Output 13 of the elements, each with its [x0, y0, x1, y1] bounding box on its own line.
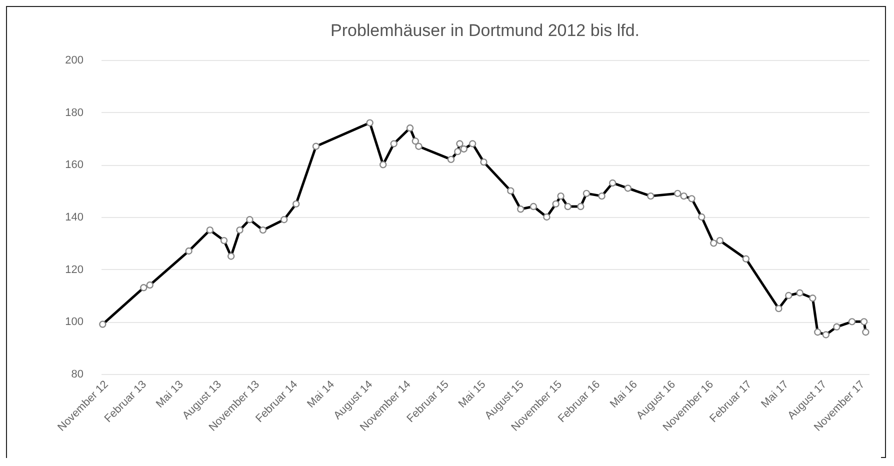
y-tick-label: 140: [65, 212, 84, 224]
y-tick-label: 180: [65, 106, 84, 119]
y-tick-label: 200: [65, 54, 84, 66]
y-tick-label: 120: [65, 264, 84, 276]
y-tick-label: 160: [65, 159, 84, 172]
x-tick-label: Mai 13: [154, 378, 186, 410]
x-tick-label: Mai 14: [305, 378, 337, 410]
y-tick-label: 100: [65, 316, 84, 328]
chart-title: Problemhäuser in Dortmund 2012 bis lfd.: [330, 21, 640, 40]
x-tick-label: Mai 17: [759, 378, 791, 410]
x-tick-label: Mai 15: [456, 378, 488, 410]
y-tick-label: 80: [71, 368, 84, 380]
x-tick-label: Mai 16: [608, 378, 640, 410]
